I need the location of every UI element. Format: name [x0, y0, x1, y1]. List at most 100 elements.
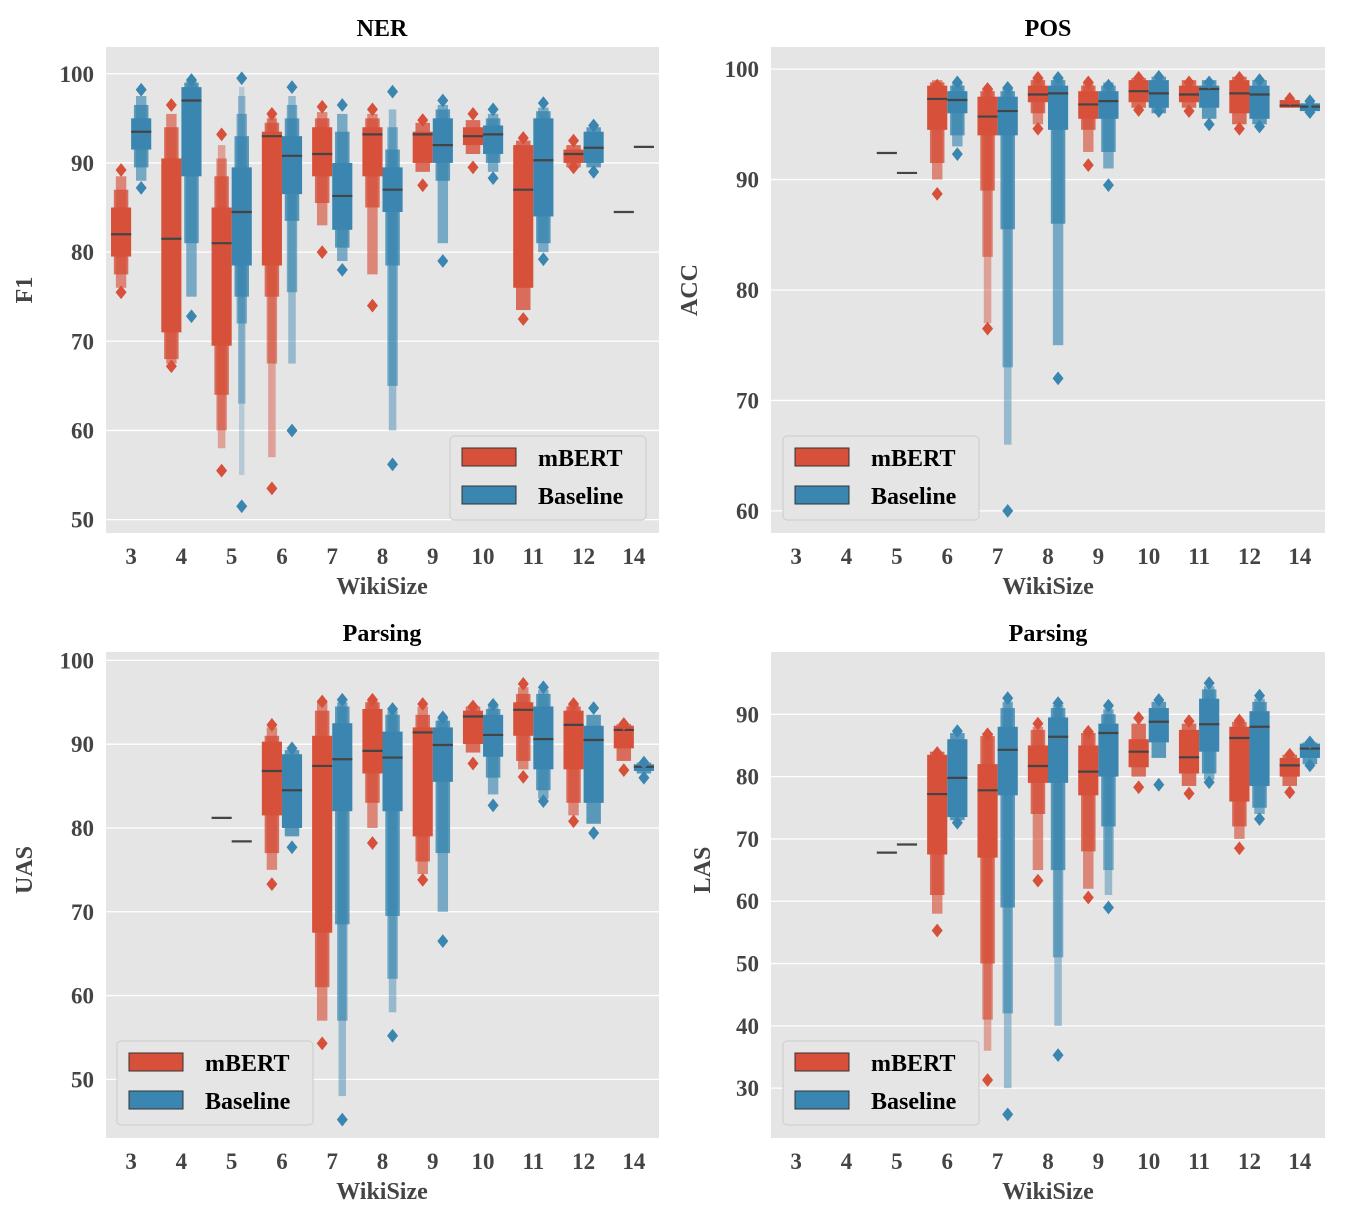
boxen-mbert-11 — [513, 131, 534, 326]
chart-title: POS — [1025, 16, 1072, 42]
legend: mBERT Baseline — [782, 435, 980, 521]
chart-panel-4: 30 40 50 60 70 80 90 3 4 5 6 7 8 9 10 11 12 14 Parsing LAS W… — [690, 621, 1325, 1205]
outlier-point — [1052, 371, 1064, 386]
chart-title: Parsing — [1009, 621, 1088, 647]
boxen-mbert-12 — [1229, 71, 1250, 136]
outlier-point — [1183, 104, 1195, 118]
boxen-baseline-7 — [332, 98, 353, 277]
x-tick-label: 4 — [841, 1149, 853, 1174]
box-level — [332, 723, 353, 812]
chart-panel-2: 60 70 80 90 100 3 4 5 6 7 8 9 10 11 12 14 POS ACC WikiSize… — [677, 16, 1325, 600]
outlier-point — [568, 160, 580, 175]
outlier-point — [1133, 711, 1145, 725]
outlier-point — [1254, 812, 1266, 826]
boxen-mbert-10 — [1128, 711, 1149, 795]
box-level — [432, 727, 453, 782]
x-tick-label: 8 — [377, 544, 389, 569]
boxen-mbert-8 — [362, 102, 383, 313]
boxen-baseline-10 — [483, 102, 504, 185]
boxen-mbert-6 — [927, 78, 948, 201]
legend-label: Baseline — [871, 484, 957, 510]
y-tick-label: 80 — [736, 765, 759, 790]
boxen-baseline-10 — [1148, 69, 1169, 118]
boxen-baseline-8 — [382, 84, 403, 472]
outlier-point — [1153, 777, 1165, 792]
x-tick-label: 14 — [622, 544, 646, 569]
boxen-baseline-11 — [1199, 676, 1220, 790]
x-tick-label: 8 — [377, 1149, 389, 1174]
box-level — [1098, 723, 1119, 777]
outlier-point — [951, 815, 963, 830]
boxen-mbert-8 — [1027, 71, 1048, 136]
outlier-point — [1052, 1048, 1064, 1063]
outlier-point — [437, 710, 449, 725]
y-tick-label: 100 — [725, 57, 760, 82]
boxen-mbert-8 — [362, 692, 383, 850]
outlier-point — [266, 877, 278, 891]
legend-label: Baseline — [205, 1089, 291, 1115]
legend-swatch — [794, 1090, 850, 1110]
outlier-point — [437, 254, 449, 268]
legend: mBERT Baseline — [782, 1040, 980, 1126]
outlier-point — [982, 1073, 994, 1087]
boxen-baseline-11 — [533, 96, 554, 267]
x-tick-label: 9 — [1093, 544, 1105, 569]
outlier-point — [1254, 688, 1266, 703]
box-level — [412, 727, 433, 837]
box-level — [927, 85, 948, 130]
y-tick-label: 70 — [71, 329, 94, 354]
y-tick-label: 70 — [71, 900, 94, 925]
box-level — [533, 118, 554, 217]
outlier-point — [366, 298, 378, 313]
outlier-point — [1133, 71, 1145, 85]
box-level — [977, 764, 998, 858]
legend-label: Baseline — [538, 484, 624, 510]
outlier-point — [517, 131, 529, 145]
outlier-point — [185, 73, 197, 87]
outlier-point — [316, 99, 328, 114]
x-tick-label: 12 — [572, 1149, 595, 1174]
outlier-point — [316, 694, 328, 709]
outlier-point — [387, 702, 399, 716]
x-tick-label: 6 — [942, 1149, 954, 1174]
outlier-point — [417, 873, 429, 887]
outlier-point — [537, 680, 549, 695]
outlier-point — [1284, 785, 1296, 800]
boxen-mbert-6 — [261, 107, 282, 496]
boxen-baseline-3 — [131, 82, 152, 195]
y-tick-label: 90 — [736, 168, 759, 193]
boxen-mbert-11 — [513, 676, 534, 784]
boxen-mbert-7 — [312, 694, 333, 1051]
outlier-point — [638, 770, 650, 785]
outlier-point — [1183, 75, 1195, 90]
box-level — [927, 754, 948, 855]
box-level — [462, 710, 484, 745]
outlier-point — [266, 481, 278, 496]
box-level — [997, 726, 1018, 796]
outlier-point — [1233, 121, 1245, 136]
outlier-point — [165, 359, 177, 374]
x-tick-label: 3 — [125, 544, 137, 569]
outlier-point — [1082, 724, 1094, 739]
box-level — [583, 725, 604, 803]
outlier-point — [366, 102, 378, 117]
series-baseline — [131, 71, 654, 514]
boxen-mbert-9 — [412, 697, 433, 887]
outlier-point — [1183, 786, 1195, 801]
chart-panel-1: 50 60 70 80 90 100 3 4 5 6 7 8 9 10 11 12 14 NER F1 WikiSiz… — [12, 16, 659, 600]
y-tick-label: 60 — [71, 984, 94, 1009]
x-tick-label: 12 — [1238, 1149, 1261, 1174]
boxen-baseline-11 — [533, 680, 554, 809]
series-mbert — [876, 71, 1300, 336]
box-level — [261, 741, 282, 816]
boxen-baseline-7 — [332, 692, 353, 1127]
y-tick-label: 60 — [71, 418, 94, 443]
chart-title: Parsing — [343, 621, 422, 647]
y-axis-label: F1 — [12, 277, 38, 304]
x-tick-label: 4 — [841, 544, 853, 569]
outlier-point — [1002, 80, 1014, 95]
outlier-point — [236, 71, 248, 86]
legend-swatch — [128, 1090, 184, 1110]
box-level — [563, 149, 584, 163]
